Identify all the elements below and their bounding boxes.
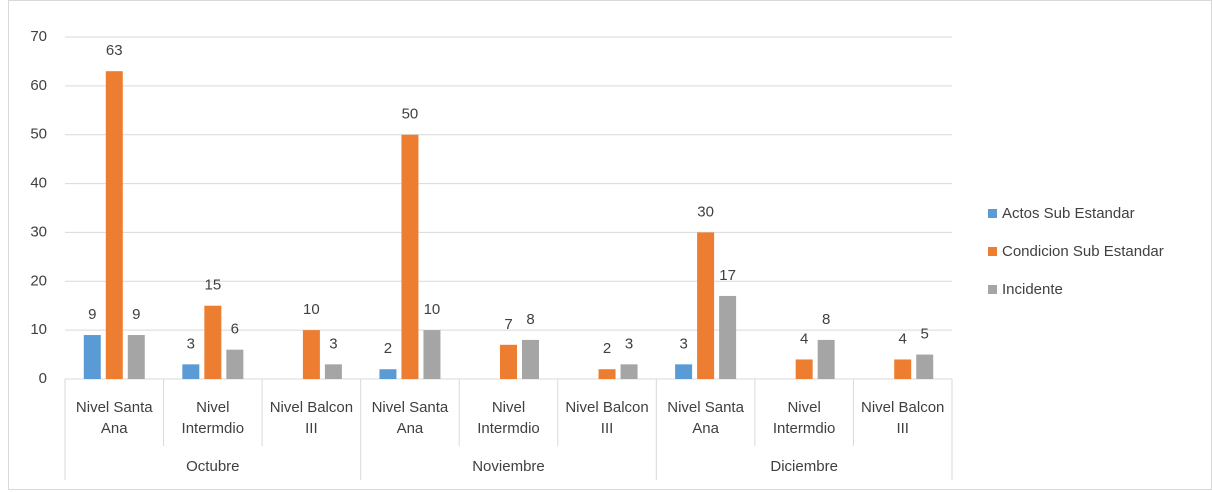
bar — [226, 349, 244, 379]
y-tick-label: 70 — [30, 28, 47, 45]
bar — [127, 335, 145, 379]
y-tick-label: 10 — [30, 321, 47, 338]
data-label: 30 — [697, 203, 714, 220]
bar — [500, 344, 517, 379]
x-tick-label: Nivel Balcon III — [269, 399, 354, 437]
x-tick-label: Nivel Santa Ana — [667, 399, 744, 437]
legend-swatch — [988, 285, 997, 294]
data-label: 9 — [132, 306, 140, 323]
bar — [522, 339, 539, 379]
bar — [379, 369, 397, 379]
data-label: 4 — [899, 330, 907, 347]
data-label: 17 — [719, 267, 736, 284]
bar — [916, 354, 934, 379]
x-tick-label: Nivel Intermdio — [772, 399, 836, 437]
legend-swatch — [988, 209, 997, 218]
data-label: 50 — [402, 106, 419, 123]
data-label: 5 — [921, 326, 929, 343]
bar — [598, 369, 616, 379]
legend-label: Condicion Sub Estandar — [1002, 243, 1164, 260]
legend-label: Incidente — [1002, 281, 1063, 298]
group-label: Noviembre — [472, 457, 545, 475]
group-label: Diciembre — [770, 457, 838, 475]
bar — [795, 359, 813, 379]
data-label: 3 — [329, 335, 337, 352]
data-label: 10 — [303, 301, 320, 318]
bar — [675, 364, 693, 379]
data-label: 9 — [88, 306, 96, 323]
legend-label: Actos Sub Estandar — [1002, 205, 1135, 222]
y-tick-label: 0 — [39, 370, 47, 387]
y-tick-label: 20 — [30, 272, 47, 289]
data-label: 63 — [106, 42, 123, 59]
bar — [894, 359, 912, 379]
bar — [719, 295, 737, 379]
x-tick-label: Nivel Intermdio — [477, 399, 540, 437]
data-label: 8 — [822, 311, 830, 328]
bar — [182, 364, 200, 379]
data-label: 3 — [679, 335, 687, 352]
x-tick-label: Nivel Intermdio — [181, 399, 245, 437]
data-label: 2 — [603, 340, 611, 357]
data-label: 6 — [231, 321, 239, 338]
bar — [401, 134, 419, 379]
bar — [204, 305, 222, 379]
data-label: 10 — [424, 301, 441, 318]
data-label: 8 — [526, 311, 534, 328]
legend-swatch — [988, 247, 997, 256]
bar — [324, 364, 342, 379]
y-tick-label: 50 — [30, 126, 47, 143]
data-label: 7 — [504, 316, 512, 333]
bar — [817, 339, 835, 379]
bar — [423, 330, 441, 379]
x-tick-label: Nivel Santa Ana — [75, 399, 153, 437]
data-label: 3 — [625, 335, 633, 352]
bar — [83, 335, 101, 379]
data-label: 3 — [187, 335, 195, 352]
y-tick-label: 30 — [30, 223, 47, 240]
data-label: 2 — [384, 340, 392, 357]
bar — [105, 71, 123, 379]
x-tick-label: Nivel Balcon III — [565, 399, 649, 437]
bar — [620, 364, 638, 379]
group-label: Octubre — [186, 457, 240, 475]
x-tick-label: Nivel Balcon III — [861, 399, 945, 437]
bar — [697, 232, 715, 379]
x-tick-label: Nivel Santa Ana — [371, 399, 449, 437]
bar — [302, 330, 320, 379]
y-tick-label: 60 — [30, 77, 47, 94]
data-label: 15 — [204, 277, 221, 294]
data-label: 4 — [800, 330, 808, 347]
y-tick-label: 40 — [30, 175, 47, 192]
